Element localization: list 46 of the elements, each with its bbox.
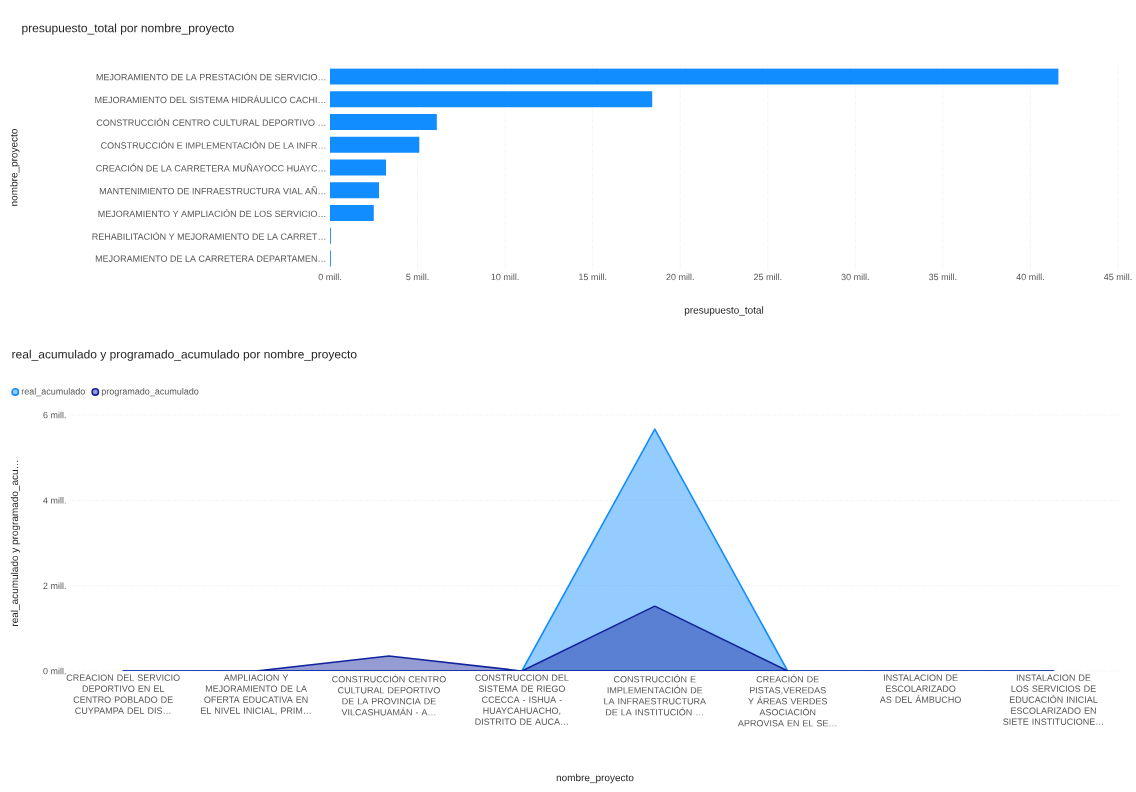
y-tick-label: MEJORAMIENTO DE LA CARRETERA DEPARTAMEN… <box>95 255 326 262</box>
y-tick-label: CREACIÓN DE LA CARRETERA MUÑAYOCC HUAYC… <box>96 163 326 172</box>
x-tick-label: AMPLIACION Y MEJORAMIENTO DE LA OFERTA EDUCATIVA EN EL NIVEL INICIAL, PRIM… <box>201 674 311 715</box>
y-tick-label: 4 mill. <box>43 497 66 504</box>
y-tick-label: 6 mill. <box>43 411 66 419</box>
y-tick-label: CONSTRUCCIÓN E IMPLEMENTACIÓN DE LA INFR… <box>101 140 326 149</box>
y-axis-title: nombre_proyecto <box>10 129 20 206</box>
y-tick-label: MEJORAMIENTO DE LA PRESTACIÓN DE SERVICIO… <box>96 72 326 81</box>
x-tick-label: 15 mill. <box>579 273 607 281</box>
bar <box>330 136 420 153</box>
y-tick-label: MEJORAMIENTO DEL SISTEMA HIDRÁULICO CACHI… <box>95 95 326 104</box>
x-tick-label: 45 mill. <box>1103 273 1132 281</box>
bar <box>330 91 653 108</box>
x-tick-label: CONSTRUCCIÓN CENTRO CULTURAL DEPORTIVO DE LA PROVINCIA DE VILCASHUAMÁN - A… <box>332 674 446 716</box>
bar <box>330 113 437 130</box>
x-tick-label: CREACION DEL SERVICIO DEPORTIVO EN EL CENTRO POBLADO DE CUYPAMPA DEL DIS… <box>66 674 180 714</box>
x-tick-label: 5 mill. <box>406 273 429 281</box>
y-tick-label: CONSTRUCCIÓN CENTRO CULTURAL DEPORTIVO … <box>96 118 326 126</box>
x-tick-label: INSTALACION DE ESCOLARIZADO AS DEL ÁMBUCHO <box>879 674 961 703</box>
x-tick-label: 40 mill. <box>1016 273 1044 281</box>
x-tick-label: 20 mill. <box>666 273 694 281</box>
bar <box>330 159 387 176</box>
x-tick-label: CREACIÓN DE PISTAS,VEREDAS Y ÁREAS VERDES ASOCIACIÓN APROVISA EN EL SE… <box>737 674 837 727</box>
x-axis-title: nombre_proyecto <box>556 773 634 784</box>
legend-label: programado_acumulado <box>101 387 199 397</box>
y-tick-label: 0 mill. <box>43 667 66 675</box>
x-tick-label: CONSTRUCCIÓN E IMPLEMENTACIÓN DE LA INFRAESTRUCTURA DE LA INSTITUCIÓN … <box>604 674 707 716</box>
x-tick-label: 25 mill. <box>753 273 782 281</box>
x-tick-label: INSTALACION DE LOS SERVICIOS DE EDUCACIÓN INICIAL ESCOLARIZADO EN SIETE INSTITUCIONE… <box>1003 674 1104 725</box>
x-tick-label: 0 mill. <box>318 273 341 281</box>
y-tick-label: MANTENIMIENTO DE INFRAESTRUCTURA VIAL AÑ… <box>99 186 326 195</box>
bar <box>330 182 380 199</box>
chart-title: real_acumulado y programado_acumulado por nombre_proyecto <box>12 349 357 361</box>
x-tick-label: 10 mill. <box>491 273 519 281</box>
x-tick-label: CONSTRUCCION DEL SISTEMA DE RIEGO CCECCA - ISHUA - HUAYCAHUACHO, DISTRITO DE AUCA… <box>475 674 569 725</box>
y-tick-label: 2 mill. <box>43 582 66 589</box>
x-tick-label: 30 mill. <box>841 273 869 281</box>
y-axis-title: real_acumulado y programado_acu… <box>10 460 21 626</box>
text: presupuesto_total por nombre_proyecto <box>22 23 234 35</box>
x-tick-label: 35 mill. <box>928 273 957 281</box>
y-tick-label: REHABILITACIÓN Y MEJORAMIENTO DE LA CARRET… <box>92 231 326 240</box>
bar <box>330 68 1059 85</box>
bar <box>330 205 374 222</box>
y-tick-label: MEJORAMIENTO Y AMPLIACIÓN DE LOS SERVICIO… <box>98 209 326 218</box>
legend-label: real_acumulado <box>21 387 85 397</box>
x-axis-title: presupuesto_total <box>684 306 764 316</box>
